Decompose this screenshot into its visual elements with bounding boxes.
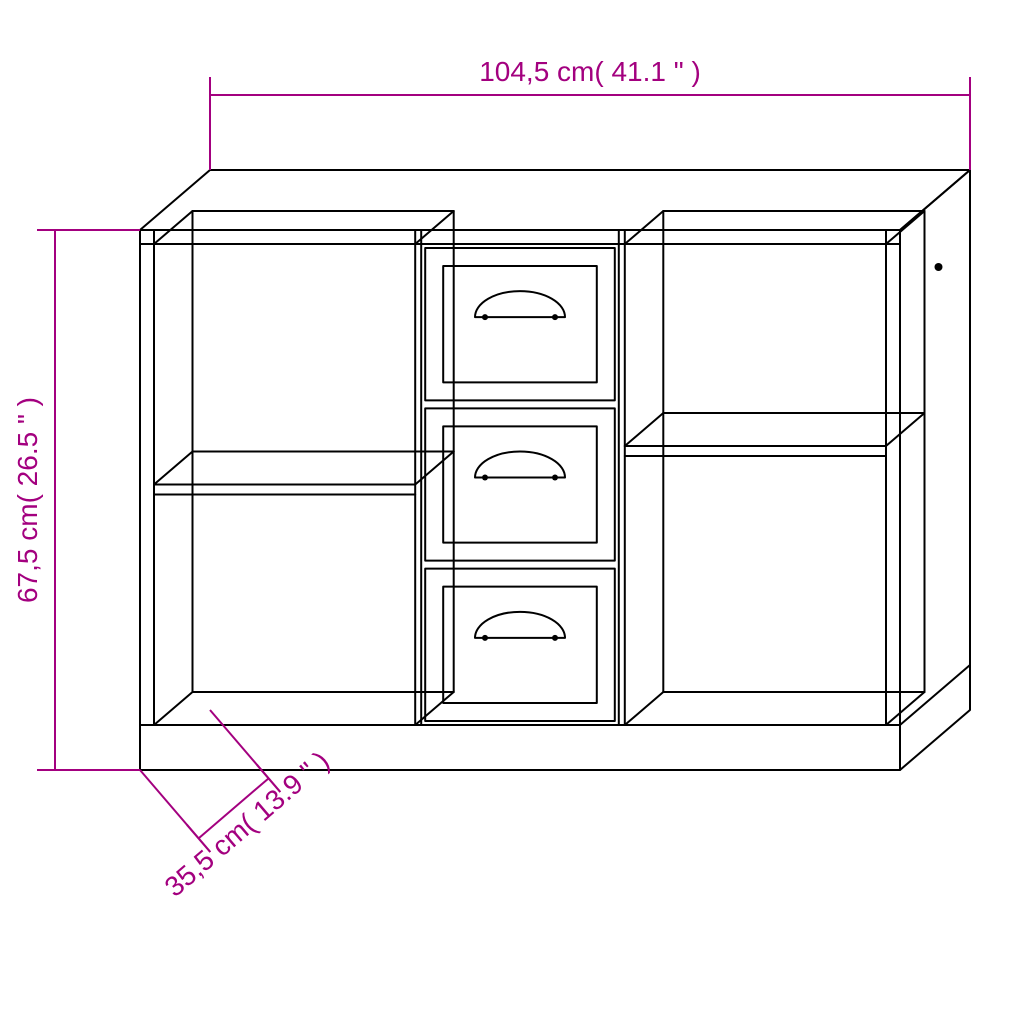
cabinet-drawing <box>140 170 970 770</box>
dimension-width-label: 104,5 cm( 41.1 " ) <box>479 56 701 87</box>
dimension-annotations: 104,5 cm( 41.1 " )67,5 cm( 26.5 " )35,5 … <box>12 56 970 903</box>
dimension-height-label: 67,5 cm( 26.5 " ) <box>12 397 43 603</box>
